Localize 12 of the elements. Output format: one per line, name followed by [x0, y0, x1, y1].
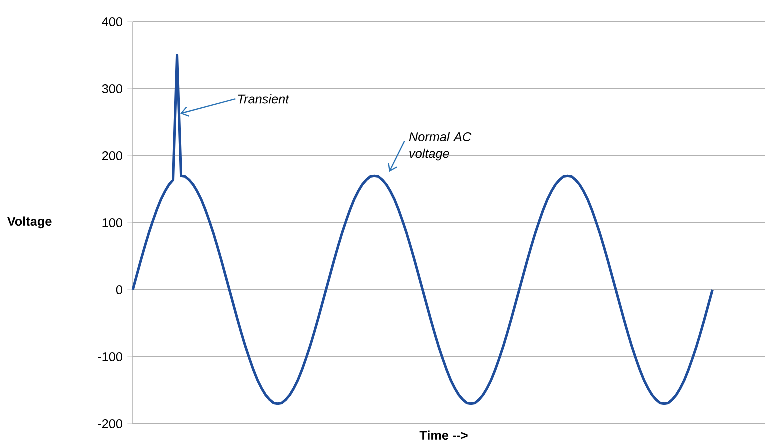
y-tick-label: 300 [102, 84, 122, 94]
y-tick-label: 100 [102, 218, 122, 228]
y-tick-label: 200 [102, 152, 122, 160]
annotation: Transient [238, 94, 290, 104]
line-series [132, 54, 714, 406]
y-tick-label: 400 [102, 18, 122, 26]
x-axis-title: Time --> [420, 430, 468, 440]
y-tick-label: -200 [98, 420, 122, 428]
annotation: Normal AC voltage [409, 132, 472, 161]
y-tick-label: -100 [98, 352, 122, 362]
y-tick-label: 0 [116, 286, 122, 294]
y-axis-title: Voltage [7, 216, 52, 229]
